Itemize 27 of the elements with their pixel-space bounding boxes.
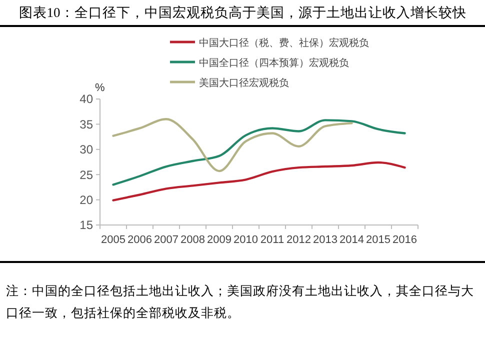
x-tick-label: 2015 bbox=[366, 234, 390, 246]
x-tick-label: 2006 bbox=[128, 234, 152, 246]
y-tick-label: 15 bbox=[80, 218, 94, 232]
legend-label: 中国全口径（四本预算）宏观税负 bbox=[199, 57, 349, 69]
y-tick-label: 30 bbox=[80, 142, 94, 157]
y-tick-label: 40 bbox=[80, 92, 94, 106]
y-tick-label: 25 bbox=[80, 168, 94, 182]
legend-label: 中国大口径（税、费、社保）宏观税负 bbox=[199, 37, 369, 49]
text: 注：中国的全口径包括土地出让收入；美国政府没有土地出让收入，其全口径与大口径一致，包括社保的全部税收及非税。 bbox=[6, 283, 474, 320]
x-tick-label: 2012 bbox=[286, 234, 311, 246]
x-tick-label: 2005 bbox=[101, 234, 126, 246]
y-tick-label: 20 bbox=[80, 193, 94, 207]
line-series bbox=[112, 119, 406, 186]
x-tick-label: 2007 bbox=[154, 234, 178, 246]
x-tick-label: 2009 bbox=[207, 234, 232, 246]
y-axis-title: % bbox=[95, 82, 105, 94]
x-tick-label: 2013 bbox=[313, 234, 338, 246]
x-tick-label: 2016 bbox=[392, 234, 417, 246]
chart-title: 图表10：全口径下，中国宏观税负高于美国，源于土地出让收入增长较快 bbox=[18, 5, 466, 20]
x-tick-label: 2008 bbox=[180, 234, 205, 246]
x-tick-label: 2011 bbox=[260, 234, 284, 246]
line-series bbox=[112, 118, 353, 172]
y-tick-label: 35 bbox=[80, 117, 94, 132]
line-series bbox=[112, 161, 406, 202]
x-tick-label: 2010 bbox=[234, 234, 258, 246]
x-tick-label: 2014 bbox=[340, 234, 364, 246]
legend-label: 美国大口径宏观税负 bbox=[199, 77, 289, 89]
